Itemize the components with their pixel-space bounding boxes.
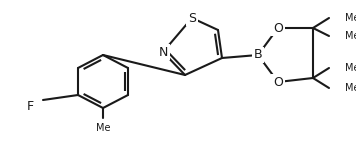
Text: B: B [254, 48, 262, 62]
Text: Me: Me [96, 123, 110, 133]
Text: S: S [188, 12, 196, 24]
Text: Me: Me [345, 31, 356, 41]
Text: Me: Me [345, 13, 356, 23]
Text: F: F [26, 99, 33, 112]
Text: O: O [273, 75, 283, 88]
Text: Me: Me [345, 63, 356, 73]
Text: O: O [273, 21, 283, 34]
Text: N: N [158, 45, 168, 58]
Text: Me: Me [345, 83, 356, 93]
